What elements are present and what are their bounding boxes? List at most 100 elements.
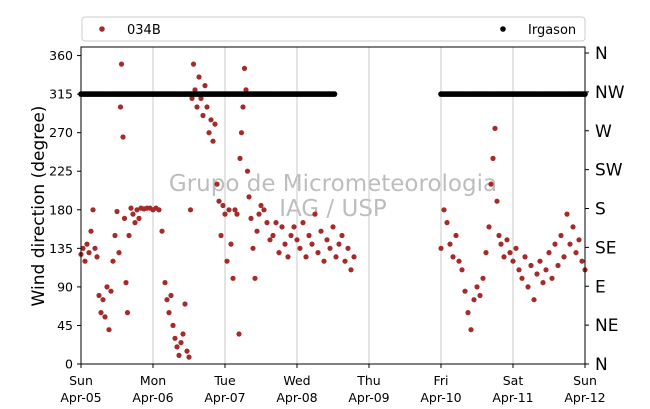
point-034b xyxy=(480,275,486,281)
point-034b xyxy=(98,310,104,316)
point-034b xyxy=(182,301,188,307)
compass-label: NW xyxy=(595,83,625,103)
point-034b xyxy=(226,207,232,213)
point-034b xyxy=(546,250,552,256)
point-034b xyxy=(465,310,471,316)
point-034b xyxy=(297,245,303,251)
point-034b xyxy=(567,241,573,247)
point-034b xyxy=(492,125,498,131)
point-034b xyxy=(238,130,245,136)
point-034b xyxy=(288,232,294,239)
point-034b xyxy=(220,202,226,209)
point-034b xyxy=(178,340,184,346)
point-034b xyxy=(324,237,330,243)
point-034b xyxy=(351,254,357,260)
point-034b xyxy=(315,250,321,256)
point-034b xyxy=(240,104,246,110)
x-tick-date: Apr-11 xyxy=(492,390,533,405)
y-tick-label: 315 xyxy=(49,87,73,102)
point-034b xyxy=(453,232,459,239)
point-034b xyxy=(234,211,240,217)
point-034b xyxy=(208,117,214,123)
point-034b xyxy=(306,232,312,239)
point-034b xyxy=(273,220,279,226)
point-034b xyxy=(166,310,172,316)
x-tick-date: Apr-08 xyxy=(276,390,317,405)
point-034b xyxy=(80,245,86,251)
point-034b xyxy=(246,194,252,200)
point-034b xyxy=(124,310,131,316)
compass-label: N xyxy=(595,44,608,64)
point-034b xyxy=(573,250,579,256)
point-034b xyxy=(172,335,178,341)
point-034b xyxy=(230,275,236,281)
point-034b xyxy=(110,258,116,264)
point-034b xyxy=(214,181,220,187)
plot-frame xyxy=(80,46,586,365)
point-034b xyxy=(498,241,504,247)
point-034b xyxy=(224,258,230,264)
point-034b xyxy=(279,224,285,230)
point-034b xyxy=(90,207,96,213)
point-034b xyxy=(130,211,136,217)
point-034b xyxy=(496,232,502,239)
point-034b xyxy=(528,262,534,269)
point-034b xyxy=(174,344,180,350)
point-034b xyxy=(112,232,118,239)
point-034b xyxy=(132,220,138,226)
point-034b xyxy=(543,267,549,273)
x-tick-date: Apr-06 xyxy=(132,390,173,405)
series-034b xyxy=(78,61,588,360)
point-034b xyxy=(222,211,228,217)
y-tick-label: 360 xyxy=(49,48,73,63)
y-tick-label: 0 xyxy=(65,357,73,372)
point-034b xyxy=(210,138,216,144)
point-034b xyxy=(254,228,260,234)
x-tick-day: Thu xyxy=(356,373,380,388)
point-034b xyxy=(228,241,234,247)
y-tick-label: 45 xyxy=(57,318,73,333)
point-034b xyxy=(474,284,480,290)
point-034b xyxy=(282,241,288,247)
point-034b xyxy=(552,241,558,247)
point-034b xyxy=(126,232,132,239)
point-034b xyxy=(570,224,576,230)
point-034b xyxy=(507,250,513,256)
point-034b xyxy=(237,155,243,161)
point-034b xyxy=(309,241,315,247)
point-034b xyxy=(194,104,200,110)
point-034b xyxy=(345,245,351,251)
point-034b xyxy=(170,322,176,328)
watermark-line-1: Grupo de Micrometeorologia xyxy=(169,171,497,197)
point-034b xyxy=(168,292,174,299)
point-034b xyxy=(488,181,494,187)
point-034b xyxy=(516,267,522,273)
point-034b xyxy=(483,250,489,256)
point-034b xyxy=(303,254,309,260)
point-034b xyxy=(300,220,306,226)
point-034b xyxy=(128,205,134,211)
legend-label-034b: 034B xyxy=(127,23,161,38)
point-034b xyxy=(204,104,210,110)
point-034b xyxy=(121,215,128,221)
point-034b xyxy=(522,254,528,260)
point-034b xyxy=(198,95,204,101)
point-034b xyxy=(318,228,324,234)
point-034b xyxy=(218,232,224,239)
legend-marker-irgason xyxy=(500,26,506,32)
point-034b xyxy=(123,280,129,286)
point-034b xyxy=(336,241,342,247)
point-034b xyxy=(549,275,555,281)
point-034b xyxy=(501,254,507,260)
point-034b xyxy=(447,241,453,247)
point-034b xyxy=(184,348,190,354)
point-034b xyxy=(92,245,98,251)
point-034b xyxy=(134,207,140,213)
point-034b xyxy=(459,267,465,273)
x-tick-day: Sat xyxy=(503,373,524,388)
legend-marker-034b xyxy=(99,26,105,32)
point-034b xyxy=(212,121,218,127)
y-tick-label: 135 xyxy=(49,241,73,256)
point-034b xyxy=(252,275,258,281)
